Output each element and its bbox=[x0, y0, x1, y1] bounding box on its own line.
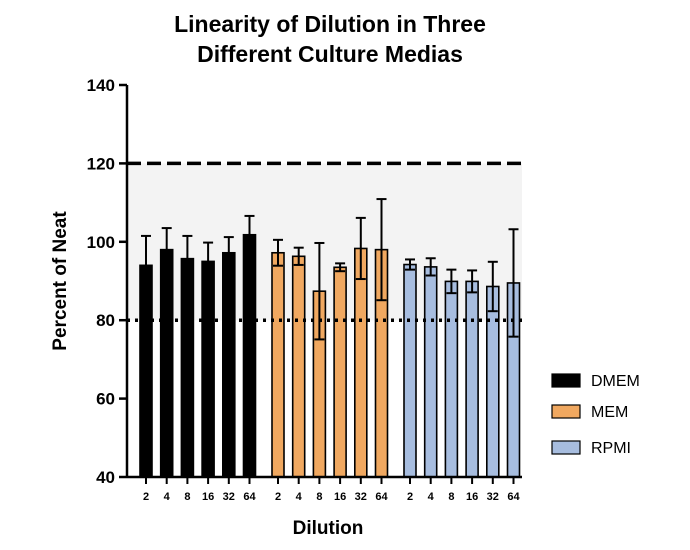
x-tick-label-mem-8: 8 bbox=[316, 491, 322, 503]
x-tick-label-dmem-2: 2 bbox=[143, 491, 149, 503]
bar-dmem-4 bbox=[159, 248, 174, 478]
x-tick-label-mem-64: 64 bbox=[375, 491, 388, 503]
bar-rpmi-8 bbox=[444, 280, 459, 478]
y-tick-label-140: 140 bbox=[87, 76, 115, 95]
x-tick-label-mem-16: 16 bbox=[334, 491, 346, 503]
y-axis-label: Percent of Neat bbox=[50, 211, 71, 351]
bar-rpmi-4 bbox=[423, 266, 438, 478]
x-tick-label-mem-32: 32 bbox=[355, 491, 367, 503]
x-tick-label-rpmi-64: 64 bbox=[507, 491, 520, 503]
chart-title-line-2: Different Culture Medias bbox=[197, 41, 463, 67]
bar-mem-16 bbox=[333, 266, 347, 478]
bar-rpmi-16 bbox=[465, 280, 479, 478]
chart-title-line-1: Linearity of Dilution in Three bbox=[174, 11, 486, 37]
legend-label-dmem: DMEM bbox=[591, 373, 640, 390]
x-tick-label-dmem-64: 64 bbox=[243, 491, 256, 503]
legend-swatch-rpmi bbox=[551, 440, 581, 455]
x-tick-label-mem-2: 2 bbox=[275, 491, 281, 503]
legend-swatch-mem bbox=[551, 404, 581, 419]
bar-mem-32 bbox=[353, 247, 368, 478]
plot-area: 2 4 8 16 32 64 2 4 8 16 32 64 2 4 8 16 32 64 40 60 80 100 120 1… bbox=[87, 76, 522, 503]
x-tick-label-dmem-4: 4 bbox=[164, 491, 171, 503]
bar-dmem-64 bbox=[242, 233, 257, 478]
x-tick-label-dmem-16: 16 bbox=[202, 491, 214, 503]
x-tick-label-rpmi-4: 4 bbox=[428, 491, 435, 503]
bar-dmem-2 bbox=[139, 264, 153, 478]
x-tick-label-rpmi-2: 2 bbox=[407, 491, 413, 503]
y-tick-label-100: 100 bbox=[87, 233, 115, 252]
y-tick-label-80: 80 bbox=[96, 311, 115, 330]
x-axis-label: Dilution bbox=[293, 518, 364, 539]
x-tick-label-dmem-32: 32 bbox=[223, 491, 235, 503]
y-tick-label-40: 40 bbox=[96, 468, 115, 487]
y-tick-label-120: 120 bbox=[87, 154, 115, 173]
x-tick-label-rpmi-8: 8 bbox=[448, 491, 454, 503]
x-tick-label-rpmi-32: 32 bbox=[487, 491, 499, 503]
bar-rpmi-32 bbox=[485, 285, 500, 478]
legend-label-mem: MEM bbox=[591, 404, 628, 421]
bar-mem-4 bbox=[291, 255, 306, 478]
bar-dmem-8 bbox=[180, 257, 195, 478]
bar-dmem-32 bbox=[222, 251, 236, 478]
y-tick-label-60: 60 bbox=[96, 390, 115, 409]
legend-swatch-dmem bbox=[551, 373, 581, 388]
legend-label-rpmi: RPMI bbox=[591, 440, 631, 457]
bar-dmem-16 bbox=[201, 260, 215, 478]
legend: DMEM MEM RPMI bbox=[551, 373, 640, 457]
x-tick-label-rpmi-16: 16 bbox=[466, 491, 478, 503]
x-tick-label-mem-4: 4 bbox=[296, 491, 303, 503]
bar-rpmi-2 bbox=[403, 263, 417, 478]
bar-mem-2 bbox=[271, 251, 285, 478]
x-tick-label-dmem-8: 8 bbox=[184, 491, 190, 503]
